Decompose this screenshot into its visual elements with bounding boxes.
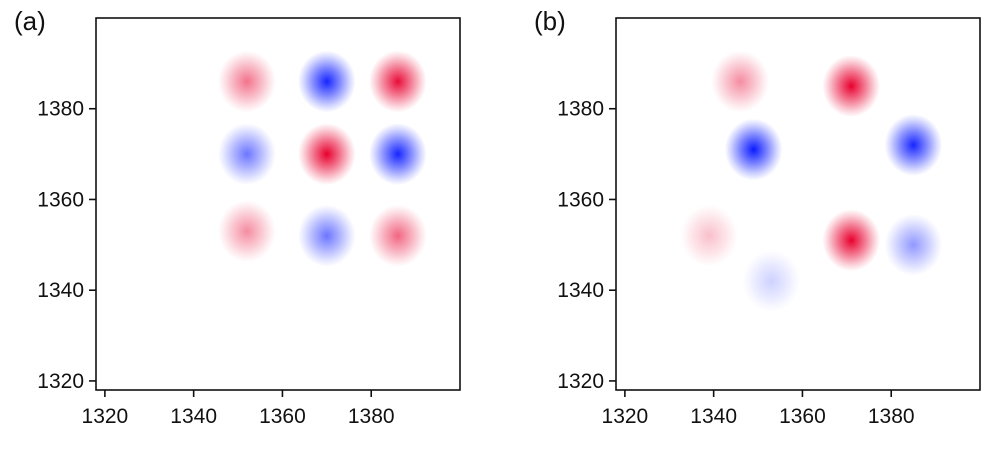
x-tick-label-1320: 1320 (602, 405, 649, 428)
heatmap-b: 1320 1340 1360 1380 1320 1340 1360 1380 (557, 17, 981, 428)
y-tick-label-1360: 1360 (557, 188, 604, 211)
peak-negative-3 (884, 114, 943, 176)
y-tick-label-1380: 1380 (37, 98, 84, 121)
y-tick-label-1340: 1340 (37, 279, 84, 302)
y-tick-label-1360: 1360 (37, 188, 84, 211)
peak-positive-0 (711, 50, 770, 113)
peak-positive-2 (369, 50, 427, 113)
peak-positive-8 (369, 204, 427, 267)
x-tick-label-1380: 1380 (868, 405, 915, 428)
peak-negative-7 (297, 204, 356, 267)
peak-positive-4 (297, 123, 356, 186)
x-tick-label-1360: 1360 (779, 405, 826, 428)
peak-positive-6 (680, 204, 739, 267)
plot-frame (95, 17, 461, 391)
plot-area (616, 18, 980, 390)
y-tick-label-1320: 1320 (37, 370, 84, 393)
x-tick-label-1340: 1340 (690, 405, 737, 428)
peak-negative-7 (742, 250, 801, 313)
peak-positive-1 (822, 55, 881, 118)
peak-negative-5 (884, 213, 943, 276)
y-tick-label-1320: 1320 (557, 370, 604, 393)
x-tick-label-1320: 1320 (82, 405, 129, 428)
plot-frame (615, 17, 981, 391)
peak-negative-1 (297, 50, 356, 113)
heatmap-a: 1320 1340 1360 1380 1320 1340 1360 1380 (37, 17, 461, 428)
y-tick-label-1380: 1380 (557, 98, 604, 121)
panel-a: (a) 1320 1340 1360 1380 1320 1340 1360 1380 (14, 6, 461, 428)
peaks (218, 50, 427, 267)
peak-negative-2 (724, 118, 783, 181)
peak-positive-6 (218, 200, 276, 263)
panel-a-label: (a) (14, 6, 46, 36)
peak-positive-4 (822, 209, 881, 272)
x-tick-label-1360: 1360 (259, 405, 306, 428)
peak-negative-5 (369, 123, 427, 186)
y-tick-label-1340: 1340 (557, 279, 604, 302)
peaks (680, 50, 943, 313)
x-tick-label-1340: 1340 (170, 405, 217, 428)
peak-negative-3 (218, 123, 276, 186)
peak-positive-0 (218, 50, 276, 113)
panel-b-label: (b) (534, 6, 566, 36)
x-tick-label-1380: 1380 (348, 405, 395, 428)
panel-b: (b) 1320 1340 1360 1380 1320 1340 1360 1380 (520, 0, 1000, 450)
